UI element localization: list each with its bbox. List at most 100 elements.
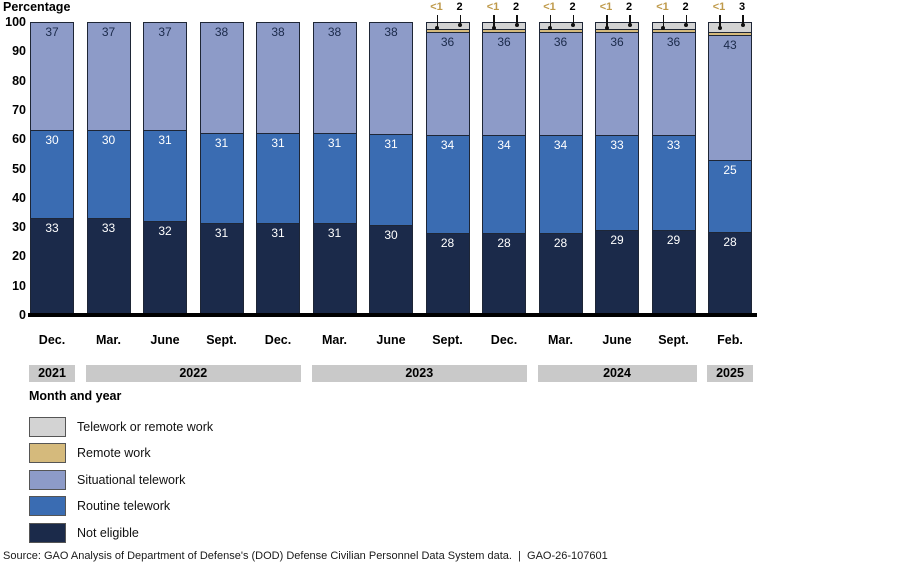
segment-situational-telework: 38: [312, 22, 357, 134]
annotation-leader-line: [572, 15, 574, 24]
stacked-bar-13: 43 25 28: [708, 22, 752, 315]
stacked-bar-8: 36 34 28: [425, 22, 470, 315]
x-tick-label: Feb.: [717, 333, 743, 347]
bar-value-label: 31: [271, 226, 285, 241]
x-tick-label: June: [602, 333, 632, 347]
y-tick-label: 30: [12, 220, 26, 235]
legend-label-1: Telework or remote work: [77, 420, 214, 434]
segment-not-eligible: 28: [708, 232, 752, 315]
bar-value-label: 33: [101, 220, 116, 235]
annotation-leader-dot: [717, 26, 722, 30]
annotation-leader-dot: [684, 22, 688, 27]
bar-value-label: 36: [666, 34, 681, 49]
x-tick-label: Mar.: [547, 333, 573, 347]
annotation-remote-work: <1: [543, 1, 556, 13]
annotation-leader-dot: [604, 26, 609, 30]
annotation-remote-work: <1: [430, 1, 443, 13]
y-tick-label: 80: [12, 73, 26, 88]
legend-swatch-2: [29, 443, 66, 464]
x-tick-label: Mar.: [95, 333, 121, 347]
segment-situational-telework: 36: [482, 31, 526, 137]
annotation-remote-work: <1: [656, 1, 669, 13]
annotation-leader-dot: [571, 22, 575, 27]
legend-label-4: Routine telework: [77, 499, 171, 514]
annotation-leader-line: [606, 15, 608, 28]
stacked-bar-1: 37 30 33: [30, 22, 74, 316]
annotation-leader-line: [662, 15, 664, 28]
segment-routine-telework: 34: [482, 135, 526, 235]
annotation-telework-or-remote: 2: [512, 1, 520, 13]
x-tick-label: Sept.: [432, 333, 463, 347]
y-tick-label: 70: [12, 102, 26, 117]
source-note: Source: GAO Analysis of Department of De…: [3, 550, 608, 562]
x-tick-label: Sept.: [658, 333, 689, 347]
segment-not-eligible: 31: [256, 223, 300, 315]
bar-value-label: 36: [497, 34, 511, 49]
segment-not-eligible: 29: [595, 230, 639, 315]
bar-value-label: 30: [101, 132, 116, 147]
bar-value-label: 31: [384, 136, 398, 151]
bar-value-label: 38: [327, 25, 342, 39]
annotation-leader-line: [459, 15, 461, 24]
y-tick-label: 50: [12, 161, 26, 176]
segment-routine-telework: 25: [708, 159, 752, 234]
stacked-bar-9: 36 34 28: [482, 22, 526, 315]
bar-value-label: 38: [214, 25, 229, 39]
annotation-leader-dot: [514, 22, 519, 27]
stacked-bar-10: 36 34 28: [538, 22, 583, 315]
stacked-bar-6: 38 31 31: [312, 22, 357, 315]
bar-value-label: 28: [440, 236, 455, 251]
bar-value-label: 34: [497, 138, 511, 153]
legend-label-3: Situational telework: [77, 472, 186, 487]
annotation-leader-line: [742, 15, 744, 24]
year-band-2024: 2024: [537, 365, 697, 382]
bar-value-label: 28: [497, 236, 511, 251]
y-tick-label: 90: [12, 44, 26, 59]
bar-value-label: 33: [45, 220, 59, 235]
segment-not-eligible: 29: [651, 230, 696, 315]
annotation-remote-work: <1: [599, 1, 613, 13]
segment-situational-telework: 36: [651, 31, 696, 137]
bar-value-label: 36: [553, 34, 568, 49]
segment-not-eligible: 31: [199, 223, 244, 315]
segment-situational-telework: 38: [256, 22, 300, 134]
segment-situational-telework: 36: [425, 31, 470, 137]
bar-value-label: 28: [553, 236, 568, 251]
bar-value-label: 38: [271, 25, 285, 39]
bar-value-label: 33: [610, 138, 624, 153]
segment-situational-telework: 37: [30, 22, 74, 131]
annotation-remote-work: <1: [712, 1, 726, 13]
year-band-2022: 2022: [85, 365, 301, 382]
segment-routine-telework: 33: [651, 135, 696, 232]
bar-value-label: 31: [214, 226, 229, 241]
segment-situational-telework: 38: [199, 22, 244, 134]
segment-not-eligible: 28: [482, 233, 526, 315]
bar-value-label: 32: [158, 223, 172, 238]
segment-routine-telework: 30: [86, 129, 131, 219]
stacked-bar-12: 36 33 29: [651, 22, 696, 315]
x-axis-line: [28, 312, 757, 317]
annotation-leader-line: [549, 15, 551, 28]
x-tick-label: Dec.: [38, 333, 66, 347]
y-tick-label: 10: [12, 278, 26, 293]
annotation-leader-line: [719, 15, 721, 28]
segment-routine-telework: 33: [595, 135, 639, 232]
stacked-bar-2: 37 30 33: [86, 22, 131, 316]
bar-value-label: 29: [610, 233, 624, 248]
segment-situational-telework: 43: [708, 34, 752, 161]
x-tick-label: Dec.: [490, 333, 518, 347]
bar-value-label: 38: [384, 25, 398, 39]
annotation-leader-dot: [548, 26, 552, 30]
legend-swatch-3: [29, 469, 66, 490]
bar-value-label: 31: [214, 135, 229, 150]
annotation-telework-or-remote: 2: [456, 1, 463, 13]
segment-not-eligible: 32: [143, 220, 187, 316]
annotation-telework-or-remote: 2: [682, 1, 689, 13]
annotation-leader-line: [685, 15, 687, 24]
x-tick-label: Dec.: [264, 333, 292, 347]
segment-not-eligible: 30: [369, 225, 413, 315]
segment-not-eligible: 33: [30, 217, 74, 316]
bar-value-label: 34: [553, 138, 568, 153]
